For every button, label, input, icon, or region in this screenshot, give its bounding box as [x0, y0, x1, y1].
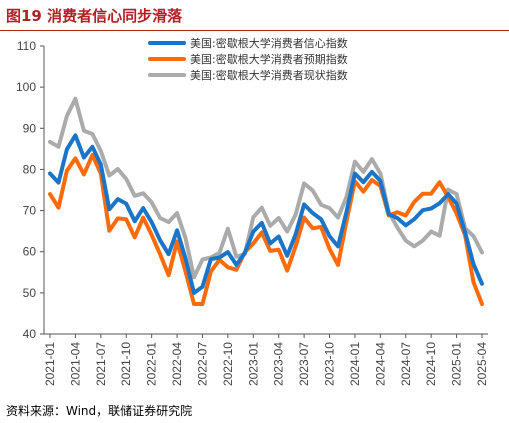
legend-background: [144, 35, 420, 83]
x-tick-label: 2025-01: [450, 342, 464, 386]
title-bar: 图19 消费者信心同步滑落: [0, 0, 509, 31]
x-tick-label: 2021-04: [68, 342, 82, 386]
x-tick-label: 2022-04: [170, 342, 184, 386]
x-tick-label: 2022-07: [195, 342, 209, 386]
legend-label-1: 美国:密歇根大学消费者信心指数: [190, 36, 348, 50]
x-tick-label: 2024-10: [424, 342, 438, 386]
x-tick-label: 2023-04: [272, 342, 286, 386]
legend-label-3: 美国:密歇根大学消费者现状指数: [190, 68, 348, 82]
x-tick-label: 2022-01: [145, 342, 159, 386]
line-chart: 40 50 60 70 80 90 100 110 2021-01 2021-04 2021-07 2…: [16, 35, 489, 386]
y-tick-label: 70: [23, 204, 37, 218]
y-tick-label: 60: [23, 245, 37, 259]
y-tick-label: 110: [17, 39, 36, 53]
figure-title: 图19 消费者信心同步滑落: [6, 7, 183, 25]
series-line-2: [48, 153, 484, 306]
x-tick-label: 2024-04: [373, 342, 387, 386]
legend-label-2: 美国:密歇根大学消费者预期指数: [190, 52, 348, 66]
y-tick-label: 50: [23, 286, 37, 300]
chart-container: 40 50 60 70 80 90 100 110 2021-01 2021-04 2021-07 2…: [0, 32, 509, 400]
x-tick-label: 2023-10: [323, 342, 337, 386]
source-note: 资料来源：Wind，联储证券研究院: [6, 404, 193, 418]
x-tick-label: 2023-07: [297, 342, 311, 386]
x-tick-label: 2023-01: [246, 342, 260, 386]
x-tick-label: 2021-10: [119, 342, 133, 386]
series-line-1: [48, 133, 484, 295]
y-tick-label: 40: [23, 327, 37, 341]
x-tick-label: 2024-07: [399, 342, 413, 386]
series-line-3: [48, 96, 484, 280]
x-tick-label: 2024-01: [348, 342, 362, 386]
y-tick-label: 80: [23, 162, 37, 176]
y-tick-label: 100: [16, 80, 36, 94]
x-tick-label: 2025-04: [475, 342, 489, 386]
x-tick-label: 2021-01: [43, 342, 57, 386]
y-tick-label: 90: [23, 121, 37, 135]
x-tick-label: 2021-07: [94, 342, 108, 386]
x-tick-label: 2022-10: [221, 342, 235, 386]
